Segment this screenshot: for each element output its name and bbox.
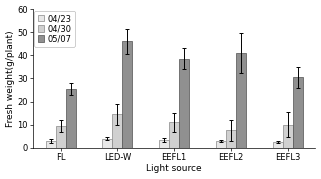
Bar bbox=[46, 141, 56, 148]
Bar bbox=[102, 139, 112, 148]
Bar bbox=[179, 59, 189, 148]
Bar bbox=[282, 125, 292, 148]
Bar bbox=[169, 122, 179, 148]
Bar bbox=[236, 53, 246, 148]
Bar bbox=[216, 141, 226, 148]
Bar bbox=[122, 41, 133, 148]
Bar bbox=[159, 140, 169, 148]
Y-axis label: Fresh weight(g/plant): Fresh weight(g/plant) bbox=[5, 30, 14, 127]
X-axis label: Light source: Light source bbox=[146, 165, 202, 173]
Bar bbox=[112, 114, 122, 148]
Bar bbox=[56, 126, 66, 148]
Legend: 04/23, 04/30, 05/07: 04/23, 04/30, 05/07 bbox=[34, 11, 75, 47]
Bar bbox=[66, 89, 76, 148]
Bar bbox=[292, 77, 303, 148]
Bar bbox=[273, 142, 282, 148]
Bar bbox=[226, 130, 236, 148]
